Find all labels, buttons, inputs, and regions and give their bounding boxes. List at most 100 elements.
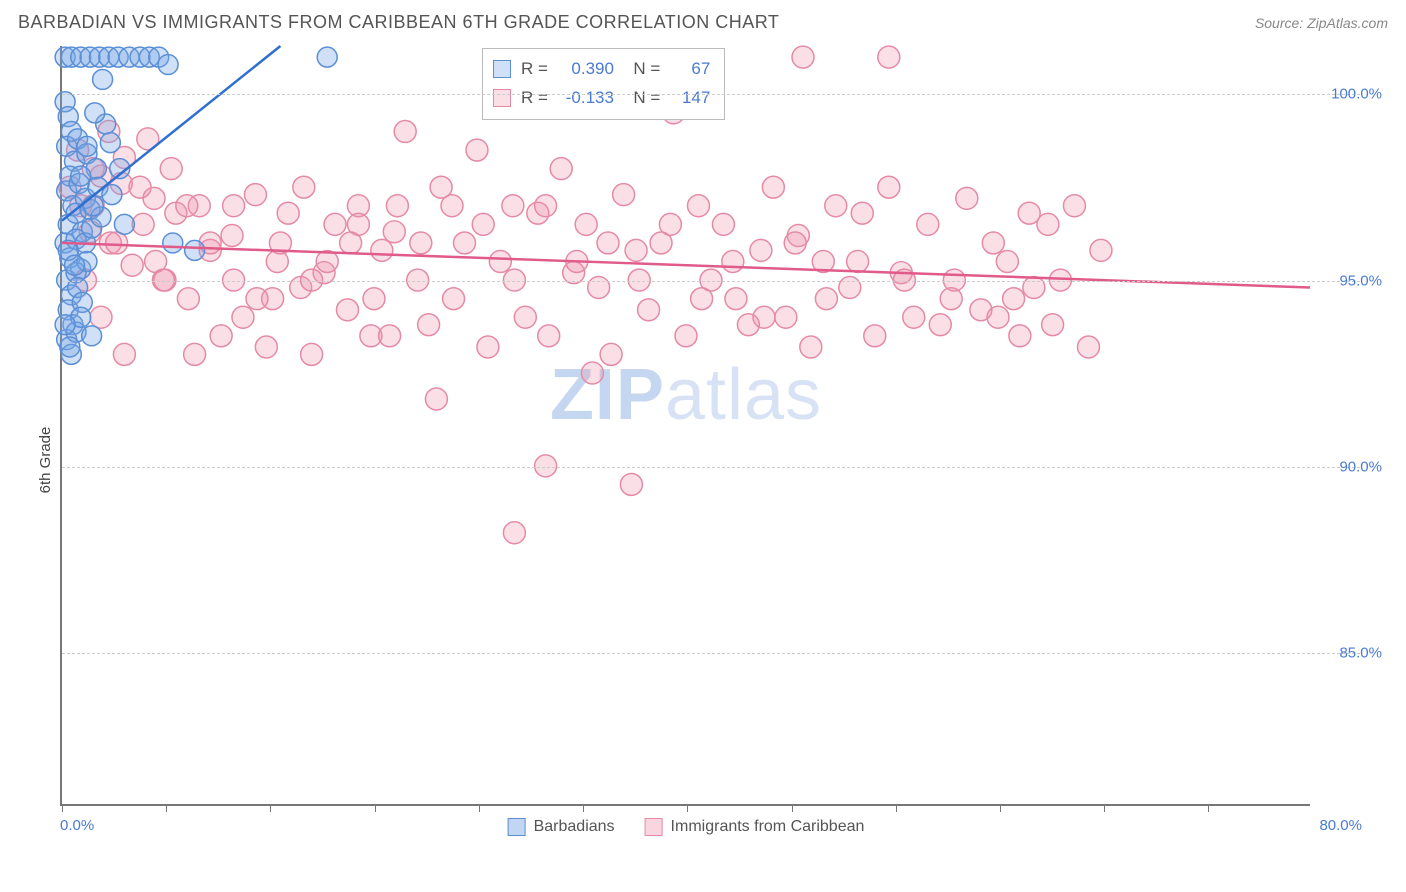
data-point [71,166,91,186]
stat-r-label: R = [521,55,548,84]
stat-n-value: 67 [670,55,710,84]
gridline-h [62,281,1360,282]
data-point [185,240,205,260]
data-point [160,158,182,180]
data-point [472,213,494,235]
data-point [336,299,358,321]
x-tick [792,804,793,812]
bottom-legend: Barbadians Immigrants from Caribbean [508,818,865,836]
data-point [929,314,951,336]
data-point [232,306,254,328]
stat-r-value: 0.390 [558,55,614,84]
data-point [502,195,524,217]
data-point [77,136,97,156]
data-point [293,176,315,198]
data-point [535,195,557,217]
data-point [379,325,401,347]
data-point [163,233,183,253]
x-tick [583,804,584,812]
data-point [675,325,697,347]
data-point [477,336,499,358]
data-point [223,195,245,217]
data-point [722,251,744,273]
stats-legend-box: R = 0.390 N = 67 R = -0.133 N = 147 [482,48,725,120]
data-point [1009,325,1031,347]
chart-container: 6th Grade ZIPatlas R = 0.390 N = 67 R = … [18,46,1388,874]
data-point [466,139,488,161]
data-point [158,55,178,75]
data-point [878,46,900,68]
data-point [1003,288,1025,310]
data-point [784,232,806,254]
x-tick [166,804,167,812]
data-point [394,120,416,142]
x-tick [896,804,897,812]
chart-title: BARBADIAN VS IMMIGRANTS FROM CARIBBEAN 6… [18,12,779,33]
data-point [106,232,128,254]
data-point [917,213,939,235]
gridline-h [62,94,1360,95]
swatch-icon [493,89,511,107]
x-tick [270,804,271,812]
data-point [538,325,560,347]
data-point [940,288,962,310]
data-point [800,336,822,358]
data-point [550,158,572,180]
data-point [1063,195,1085,217]
y-tick-label: 100.0% [1331,86,1382,103]
data-point [581,362,603,384]
x-tick [479,804,480,812]
data-point [638,299,660,321]
x-tick [1000,804,1001,812]
data-point [659,213,681,235]
x-tick [1208,804,1209,812]
data-point [177,288,199,310]
source-attribution: Source: ZipAtlas.com [1255,15,1388,31]
gridline-h [62,653,1360,654]
data-point [386,195,408,217]
data-point [55,315,75,335]
data-point [324,213,346,235]
data-point [90,306,112,328]
data-point [878,176,900,198]
data-point [371,239,393,261]
data-point [620,473,642,495]
data-point [100,133,120,153]
y-axis-label: 6th Grade [37,427,54,494]
stat-r-value: -0.133 [558,84,614,113]
data-point [114,214,134,234]
data-point [83,196,103,216]
data-point [383,221,405,243]
data-point [441,195,463,217]
data-point [864,325,886,347]
data-point [221,225,243,247]
stat-n-label: N = [624,84,660,113]
x-tick [62,804,63,812]
data-point [575,213,597,235]
stat-r-label: R = [521,84,548,113]
data-point [712,213,734,235]
data-point [425,388,447,410]
y-tick-label: 90.0% [1339,458,1382,475]
data-point [489,251,511,273]
data-point [600,343,622,365]
legend-label: Immigrants from Caribbean [671,818,865,836]
data-point [418,314,440,336]
stats-row-series-1: R = 0.390 N = 67 [493,55,710,84]
legend-item: Barbadians [508,818,615,836]
swatch-icon [493,60,511,78]
data-point [847,251,869,273]
y-tick-label: 85.0% [1339,645,1382,662]
data-point [210,325,232,347]
data-point [85,103,105,123]
data-point [625,239,647,261]
data-point [64,255,84,275]
data-point [244,184,266,206]
x-axis-end-label: 80.0% [1319,817,1362,834]
data-point [443,288,465,310]
scatter-svg [62,46,1310,804]
data-point [597,232,619,254]
stats-row-series-2: R = -0.133 N = 147 [493,84,710,113]
data-point [725,288,747,310]
data-point [996,251,1018,273]
